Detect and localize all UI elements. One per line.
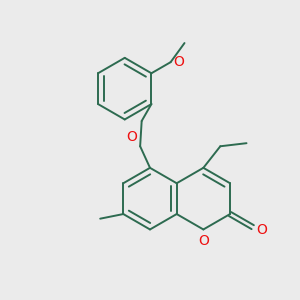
Text: O: O: [198, 234, 209, 248]
Text: O: O: [173, 55, 184, 69]
Text: O: O: [126, 130, 137, 144]
Text: O: O: [256, 223, 267, 237]
